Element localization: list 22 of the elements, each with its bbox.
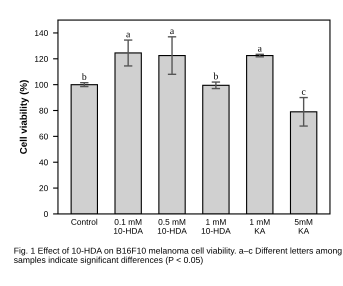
annotation: a	[126, 32, 130, 38]
x-tick-label: 1 mM 10-HDA	[202, 219, 231, 234]
x-tick-label: 5mM KA	[294, 219, 312, 234]
y-tick-label: 60	[39, 134, 48, 140]
y-tick-label: 120	[34, 56, 48, 62]
y-axis-title: Cell viability (%)	[20, 80, 29, 154]
y-tick-label: 100	[34, 82, 48, 88]
y-tick-label: 40	[39, 159, 48, 166]
x-tick-label: 1 mM KA	[250, 219, 270, 234]
annotation: c	[302, 90, 306, 95]
caption: Fig. 1 Effect of 10-HDA on B16F10 melanoma cell viability. a–c Different letters among samples indicate significant differences (P < 0.05)	[14, 247, 342, 265]
annotation: a	[258, 46, 262, 52]
x-tick-label: 0.1 mM 10-HDA	[114, 219, 143, 234]
annotation: b	[82, 73, 86, 80]
annotation: a	[170, 30, 174, 34]
y-tick-label: 80	[39, 108, 48, 114]
y-tick-label: 140	[34, 30, 48, 36]
x-tick-label: Control	[71, 218, 98, 225]
y-tick-label: 20	[39, 185, 48, 192]
y-tick-label: 0	[44, 211, 48, 218]
x-tick-label: 0.5 mM 10-HDA	[158, 219, 187, 234]
annotation: b	[213, 72, 218, 80]
